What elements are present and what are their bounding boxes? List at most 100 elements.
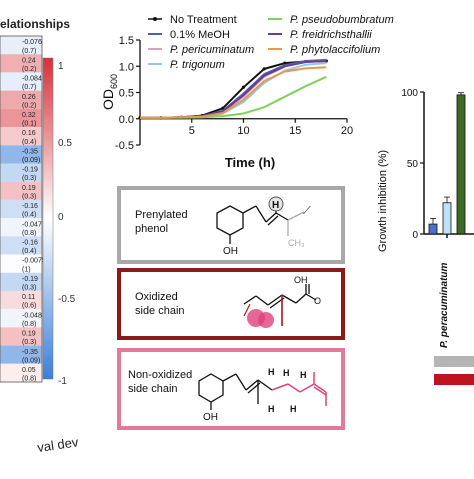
bond: [255, 205, 267, 223]
bond: [267, 215, 279, 226]
bar-ylabel: Growth inhibition (%): [377, 150, 389, 252]
oxygen-label: O: [314, 296, 321, 306]
growth-x-tick-label: 5: [189, 125, 195, 137]
inhibition-chart: 100 50 0 Growth inhibition (%) P. peracumi…: [377, 88, 474, 385]
growth-y-tick-label: 1.0: [119, 61, 134, 73]
oxidized-molecule: [243, 284, 317, 309]
heatmap-cell-value: 0.32: [22, 112, 36, 119]
epoxide-hydrogen-highlight: [258, 312, 274, 328]
heatmap-cell: [0, 254, 42, 273]
bar: [442, 202, 452, 235]
hydrogen-label: H: [283, 368, 290, 378]
growth-series-point: [283, 61, 287, 65]
heatmap-cell-value: -0.076: [22, 39, 42, 46]
growth-x-tick-label: 10: [237, 125, 249, 137]
ch3-bond: [287, 211, 305, 221]
heatmap-cell-value: 0.19: [22, 331, 36, 338]
colorbar-tick: 1: [58, 61, 64, 72]
hydrogen-label: H: [290, 404, 297, 414]
growth-series-point: [241, 85, 246, 89]
bond: [267, 294, 283, 306]
bond: [243, 295, 257, 305]
ch3-label: CH₃: [288, 238, 305, 248]
heatmap-cell-value: -0.19: [22, 167, 38, 174]
bond: [281, 294, 297, 304]
heatmap-cell-pvalue: (0.09): [22, 157, 40, 164]
growth-x-tick-label: 15: [289, 125, 301, 137]
highlighted-hydrogen: [268, 196, 284, 212]
bond-pink: [287, 383, 301, 393]
heatmap-cell-value: -0.19: [22, 276, 38, 283]
heatmap-frame: [0, 35, 43, 383]
growth-xlabel: Time (h): [225, 155, 275, 170]
heatmap-cell-value: 0.16: [22, 130, 36, 137]
prenylated-label-1: Prenylated: [135, 209, 188, 221]
heatmap-cell-pvalue: (0.7): [22, 48, 36, 55]
heatmap-cell: [0, 345, 42, 364]
heatmap-cell-pvalue: (0.7): [22, 84, 36, 91]
reference-swatch-gray: [434, 356, 474, 367]
heatmap-cell-pvalue: (0.6): [22, 303, 36, 310]
colorbar-ticks: 1 0.5 0 -0.5 -1: [58, 61, 76, 387]
structure-prenylated: Prenylated phenol H OH CH₃ ⟋: [117, 186, 345, 264]
heatmap-cell-pvalue: (0.8): [22, 376, 36, 383]
growth-series: [138, 58, 328, 120]
heatmap-cell: [0, 218, 42, 237]
bond-pink: [271, 383, 289, 391]
heatmap-cell: [0, 127, 42, 146]
heatmap-cell: [0, 327, 42, 346]
bond-pink: [313, 386, 327, 396]
heatmap-cell-pvalue: (0.3): [22, 175, 36, 182]
bond: [235, 373, 247, 391]
oh-label: OH: [203, 412, 218, 423]
oh-label: OH: [294, 275, 308, 285]
heatmap-cell-value: 0.05: [22, 367, 36, 374]
growth-x-tick-label: 20: [341, 125, 353, 137]
growth-series-point: [262, 67, 266, 71]
colorbar-tick: -1: [58, 376, 67, 387]
bar-marks: [428, 92, 466, 235]
heatmap-cell-pvalue: (0.4): [22, 139, 36, 146]
heatmap-cell: [0, 90, 42, 109]
growth-y-tick-label: 1.5: [119, 35, 134, 47]
heatmap-cell-value: 0.24: [22, 57, 36, 64]
growth-y-tick-label: 0.0: [119, 114, 134, 126]
heatmap-cell-pvalue: (0.2): [22, 66, 36, 73]
bar-category-label: P. peracuminatum: [439, 262, 450, 348]
legend-label-no-treatment: No Treatment: [170, 14, 237, 26]
legend-label-phytolaccifolium: P. phytolaccifolium: [290, 44, 380, 56]
bar: [456, 94, 466, 235]
heatmap-cell-value: -0.16: [22, 203, 38, 210]
heatmap-cell: [0, 363, 42, 382]
colorbar-tick: 0.5: [58, 138, 72, 149]
bond: [295, 293, 307, 304]
heatmap-cell-pvalue: (0.8): [22, 230, 36, 237]
legend-label-meoh: 0.1% MeOH: [170, 29, 230, 41]
growth-ylabel: OD600: [100, 74, 119, 110]
heatmap-cell-pvalue: (0.4): [22, 248, 36, 255]
growth-ylabel-main: OD: [100, 89, 116, 110]
heatmap-cell-value: -0.35: [22, 349, 38, 356]
growth-legend: No Treatment P. pseudobumbratum 0.1% MeO…: [148, 14, 394, 71]
heatmap-cell: [0, 54, 42, 73]
heatmap-cell: [0, 72, 42, 91]
heatmap-cell-value: 0.19: [22, 185, 36, 192]
heatmap-cell-pvalue: (0.1): [22, 121, 36, 128]
bar-ylabel-text: Growth inhibition (%): [377, 150, 389, 252]
attachment-mark: ⟋: [303, 205, 311, 217]
heatmap-cell-pvalue: (0.09): [22, 357, 40, 364]
heatmap-cell-pvalue: (0.3): [22, 284, 36, 291]
heatmap-cell-pvalue: (0.8): [22, 321, 36, 328]
bond: [265, 212, 277, 223]
bar: [428, 223, 438, 235]
legend-label-pericuminatum: P. pericuminatum: [170, 44, 254, 56]
benzene-ring: [216, 205, 244, 236]
growth-y-tick-label: -0.5: [115, 140, 134, 152]
heatmap-cell-value: -0.0075: [22, 258, 46, 265]
colorbar-tick: 0: [58, 212, 64, 223]
growth-axes: 1.5 1.0 0.5 0.0 -0.5 5 10 15 20: [115, 35, 353, 152]
bond: [242, 205, 257, 214]
benzene-ring: [198, 373, 224, 403]
